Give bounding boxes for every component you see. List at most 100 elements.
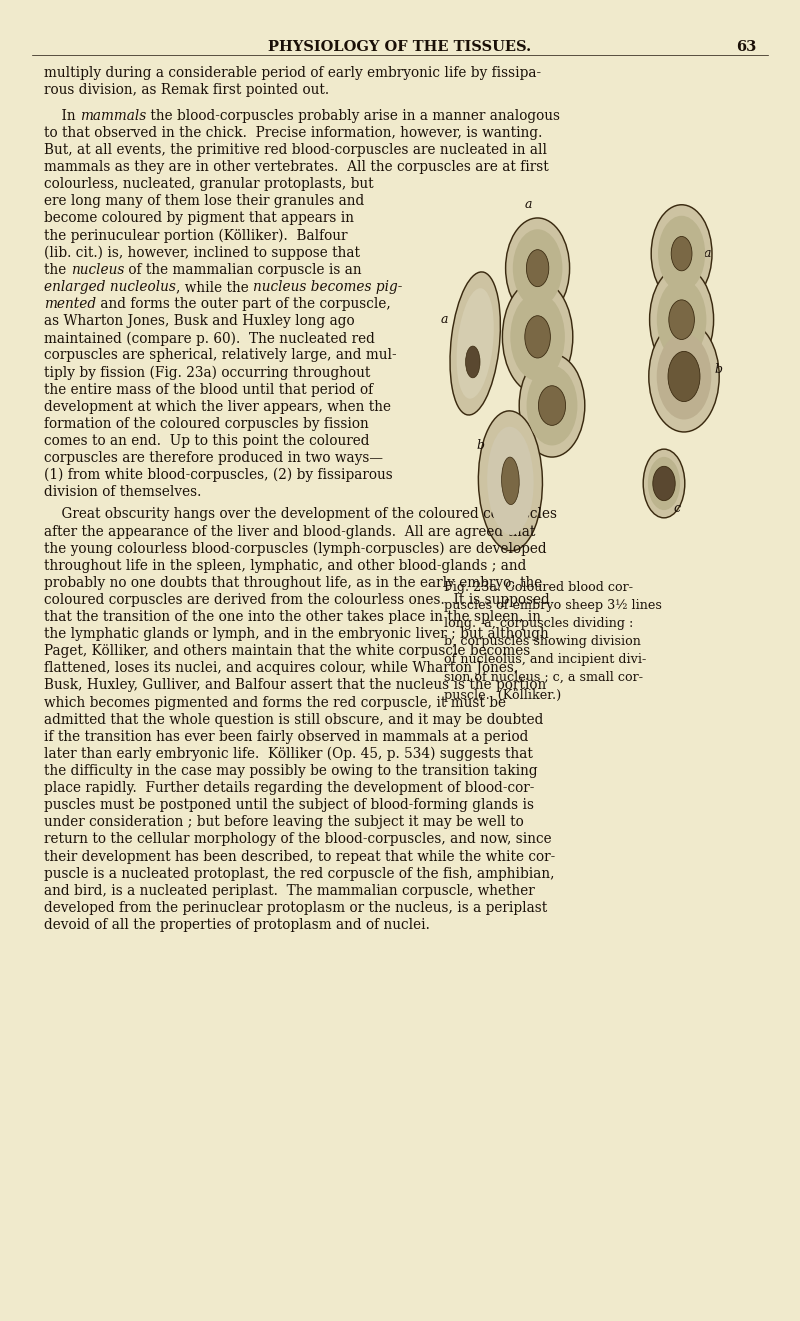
Text: developed from the perinuclear protoplasm or the nucleus, is a periplast: developed from the perinuclear protoplas… bbox=[44, 901, 547, 915]
Ellipse shape bbox=[457, 288, 494, 399]
Text: b: b bbox=[550, 336, 558, 349]
Text: probably no one doubts that throughout life, as in the early embryo, the: probably no one doubts that throughout l… bbox=[44, 576, 542, 590]
Text: return to the cellular morphology of the blood-corpuscles, and now, since: return to the cellular morphology of the… bbox=[44, 832, 552, 847]
Ellipse shape bbox=[649, 321, 719, 432]
Ellipse shape bbox=[658, 215, 705, 292]
Text: In: In bbox=[44, 108, 80, 123]
Text: b, corpuscles showing division: b, corpuscles showing division bbox=[444, 635, 641, 649]
Ellipse shape bbox=[651, 205, 712, 303]
Text: long.  a, corpuscles dividing :: long. a, corpuscles dividing : bbox=[444, 617, 634, 630]
Ellipse shape bbox=[510, 293, 565, 380]
Text: the difficulty in the case may possibly be owing to the transition taking: the difficulty in the case may possibly … bbox=[44, 764, 538, 778]
Ellipse shape bbox=[502, 457, 519, 505]
Text: the young colourless blood-corpuscles (lymph-corpuscles) are developed: the young colourless blood-corpuscles (l… bbox=[44, 542, 546, 556]
Ellipse shape bbox=[506, 218, 570, 318]
Text: under consideration ; but before leaving the subject it may be well to: under consideration ; but before leaving… bbox=[44, 815, 524, 830]
Text: the: the bbox=[44, 263, 70, 277]
Text: maintained (compare p. 60).  The nucleated red: maintained (compare p. 60). The nucleate… bbox=[44, 332, 375, 346]
Ellipse shape bbox=[538, 386, 566, 425]
Text: ere long many of them lose their granules and: ere long many of them lose their granule… bbox=[44, 194, 364, 209]
Ellipse shape bbox=[519, 354, 585, 457]
Text: become coloured by pigment that appears in: become coloured by pigment that appears … bbox=[44, 211, 354, 226]
Text: mammals as they are in other vertebrates.  All the corpuscles are at first: mammals as they are in other vertebrates… bbox=[44, 160, 549, 174]
Text: division of themselves.: division of themselves. bbox=[44, 485, 202, 499]
Ellipse shape bbox=[650, 267, 714, 373]
Text: and forms the outer part of the corpuscle,: and forms the outer part of the corpuscl… bbox=[96, 297, 391, 310]
Text: nucleus: nucleus bbox=[70, 263, 124, 277]
Text: their development has been described, to repeat that while the white cor-: their development has been described, to… bbox=[44, 849, 555, 864]
Text: admitted that the whole question is still obscure, and it may be doubted: admitted that the whole question is stil… bbox=[44, 713, 543, 727]
Text: a: a bbox=[524, 198, 532, 211]
Text: mammals: mammals bbox=[80, 108, 146, 123]
Text: enlarged nucleolus: enlarged nucleolus bbox=[44, 280, 176, 293]
Text: 63: 63 bbox=[736, 40, 756, 54]
Ellipse shape bbox=[525, 316, 550, 358]
Text: to that observed in the chick.  Precise information, however, is wanting.: to that observed in the chick. Precise i… bbox=[44, 125, 542, 140]
Text: of nucleolus, and incipient divi-: of nucleolus, and incipient divi- bbox=[444, 653, 646, 666]
Text: sion of nucleus ; c, a small cor-: sion of nucleus ; c, a small cor- bbox=[444, 671, 643, 684]
Text: rous division, as Remak first pointed out.: rous division, as Remak first pointed ou… bbox=[44, 83, 329, 98]
Ellipse shape bbox=[657, 279, 706, 361]
Text: which becomes pigmented and forms the red corpuscle, it must be: which becomes pigmented and forms the re… bbox=[44, 696, 506, 709]
Text: a: a bbox=[441, 313, 449, 326]
Ellipse shape bbox=[671, 236, 692, 271]
Ellipse shape bbox=[513, 230, 562, 306]
Ellipse shape bbox=[478, 411, 542, 551]
Text: a: a bbox=[704, 247, 711, 260]
Text: as Wharton Jones, Busk and Huxley long ago: as Wharton Jones, Busk and Huxley long a… bbox=[44, 314, 354, 328]
Text: Fig. 23a. Coloured blood cor-: Fig. 23a. Coloured blood cor- bbox=[444, 581, 633, 594]
Text: of the mammalian corpuscle is an: of the mammalian corpuscle is an bbox=[124, 263, 362, 277]
Text: throughout life in the spleen, lymphatic, and other blood-glands ; and: throughout life in the spleen, lymphatic… bbox=[44, 559, 526, 573]
Text: mented: mented bbox=[44, 297, 96, 310]
Text: Great obscurity hangs over the development of the coloured corpuscles: Great obscurity hangs over the developme… bbox=[44, 507, 557, 522]
Text: the lymphatic glands or lymph, and in the embryonic liver ; but although: the lymphatic glands or lymph, and in th… bbox=[44, 627, 549, 641]
Text: coloured corpuscles are derived from the colourless ones.  It is supposed: coloured corpuscles are derived from the… bbox=[44, 593, 550, 606]
Ellipse shape bbox=[653, 466, 675, 501]
Text: (lib. cit.) is, however, inclined to suppose that: (lib. cit.) is, however, inclined to sup… bbox=[44, 246, 360, 260]
Text: place rapidly.  Further details regarding the development of blood-cor-: place rapidly. Further details regarding… bbox=[44, 781, 534, 795]
Text: But, at all events, the primitive red blood-corpuscles are nucleated in all: But, at all events, the primitive red bl… bbox=[44, 143, 547, 157]
Text: corpuscles are therefore produced in two ways—: corpuscles are therefore produced in two… bbox=[44, 450, 383, 465]
Text: (1) from white blood-corpuscles, (2) by fissiparous: (1) from white blood-corpuscles, (2) by … bbox=[44, 468, 393, 482]
Text: b: b bbox=[476, 439, 484, 452]
Text: puscles must be postponed until the subject of blood-forming glands is: puscles must be postponed until the subj… bbox=[44, 798, 534, 812]
Text: corpuscles are spherical, relatively large, and mul-: corpuscles are spherical, relatively lar… bbox=[44, 349, 397, 362]
Text: the entire mass of the blood until that period of: the entire mass of the blood until that … bbox=[44, 383, 373, 396]
Ellipse shape bbox=[669, 300, 694, 339]
Ellipse shape bbox=[502, 280, 573, 394]
Text: that the transition of the one into the other takes place in the spleen, in: that the transition of the one into the … bbox=[44, 610, 541, 624]
Ellipse shape bbox=[668, 351, 700, 402]
Text: devoid of all the properties of protoplasm and of nuclei.: devoid of all the properties of protopla… bbox=[44, 918, 430, 933]
Text: tiply by fission (Fig. 23a) occurring throughout: tiply by fission (Fig. 23a) occurring th… bbox=[44, 366, 370, 380]
Text: PHYSIOLOGY OF THE TISSUES.: PHYSIOLOGY OF THE TISSUES. bbox=[269, 40, 531, 54]
Text: multiply during a considerable period of early embryonic life by fissipa-: multiply during a considerable period of… bbox=[44, 66, 541, 81]
Text: if the transition has ever been fairly observed in mammals at a period: if the transition has ever been fairly o… bbox=[44, 729, 528, 744]
Ellipse shape bbox=[487, 427, 534, 535]
Ellipse shape bbox=[643, 449, 685, 518]
Ellipse shape bbox=[526, 250, 549, 287]
Ellipse shape bbox=[657, 333, 711, 420]
Ellipse shape bbox=[466, 346, 480, 378]
Text: the perinuculear portion (Kölliker).  Balfour: the perinuculear portion (Kölliker). Bal… bbox=[44, 229, 347, 243]
Ellipse shape bbox=[450, 272, 500, 415]
Text: Paget, Kölliker, and others maintain that the white corpuscle becomes: Paget, Kölliker, and others maintain tha… bbox=[44, 645, 530, 658]
Text: puscles of embryo sheep 3½ lines: puscles of embryo sheep 3½ lines bbox=[444, 600, 662, 612]
Text: the blood-corpuscles probably arise in a manner analogous: the blood-corpuscles probably arise in a… bbox=[146, 108, 560, 123]
Text: nucleus becomes pig-: nucleus becomes pig- bbox=[253, 280, 402, 293]
Text: puscle is a nucleated protoplast, the red corpuscle of the fish, amphibian,: puscle is a nucleated protoplast, the re… bbox=[44, 867, 554, 881]
Text: comes to an end.  Up to this point the coloured: comes to an end. Up to this point the co… bbox=[44, 433, 370, 448]
Text: after the appearance of the liver and blood-glands.  All are agreed that: after the appearance of the liver and bl… bbox=[44, 524, 535, 539]
Text: , while the: , while the bbox=[176, 280, 253, 293]
Ellipse shape bbox=[648, 457, 680, 510]
Text: b: b bbox=[714, 363, 722, 376]
Text: colourless, nucleated, granular protoplasts, but: colourless, nucleated, granular protopla… bbox=[44, 177, 374, 192]
Ellipse shape bbox=[526, 366, 578, 445]
Text: flattened, loses its nuclei, and acquires colour, while Wharton Jones,: flattened, loses its nuclei, and acquire… bbox=[44, 662, 518, 675]
Text: development at which the liver appears, when the: development at which the liver appears, … bbox=[44, 400, 391, 413]
Text: and bird, is a nucleated periplast.  The mammalian corpuscle, whether: and bird, is a nucleated periplast. The … bbox=[44, 884, 534, 898]
Text: c: c bbox=[674, 502, 681, 515]
Text: Busk, Huxley, Gulliver, and Balfour assert that the nucleus is the portion: Busk, Huxley, Gulliver, and Balfour asse… bbox=[44, 679, 546, 692]
Text: later than early embryonic life.  Kölliker (Op. 45, p. 534) suggests that: later than early embryonic life. Köllike… bbox=[44, 746, 533, 761]
Text: formation of the coloured corpuscles by fission: formation of the coloured corpuscles by … bbox=[44, 416, 369, 431]
Text: puscle.  (Kölliker.): puscle. (Kölliker.) bbox=[444, 690, 562, 701]
